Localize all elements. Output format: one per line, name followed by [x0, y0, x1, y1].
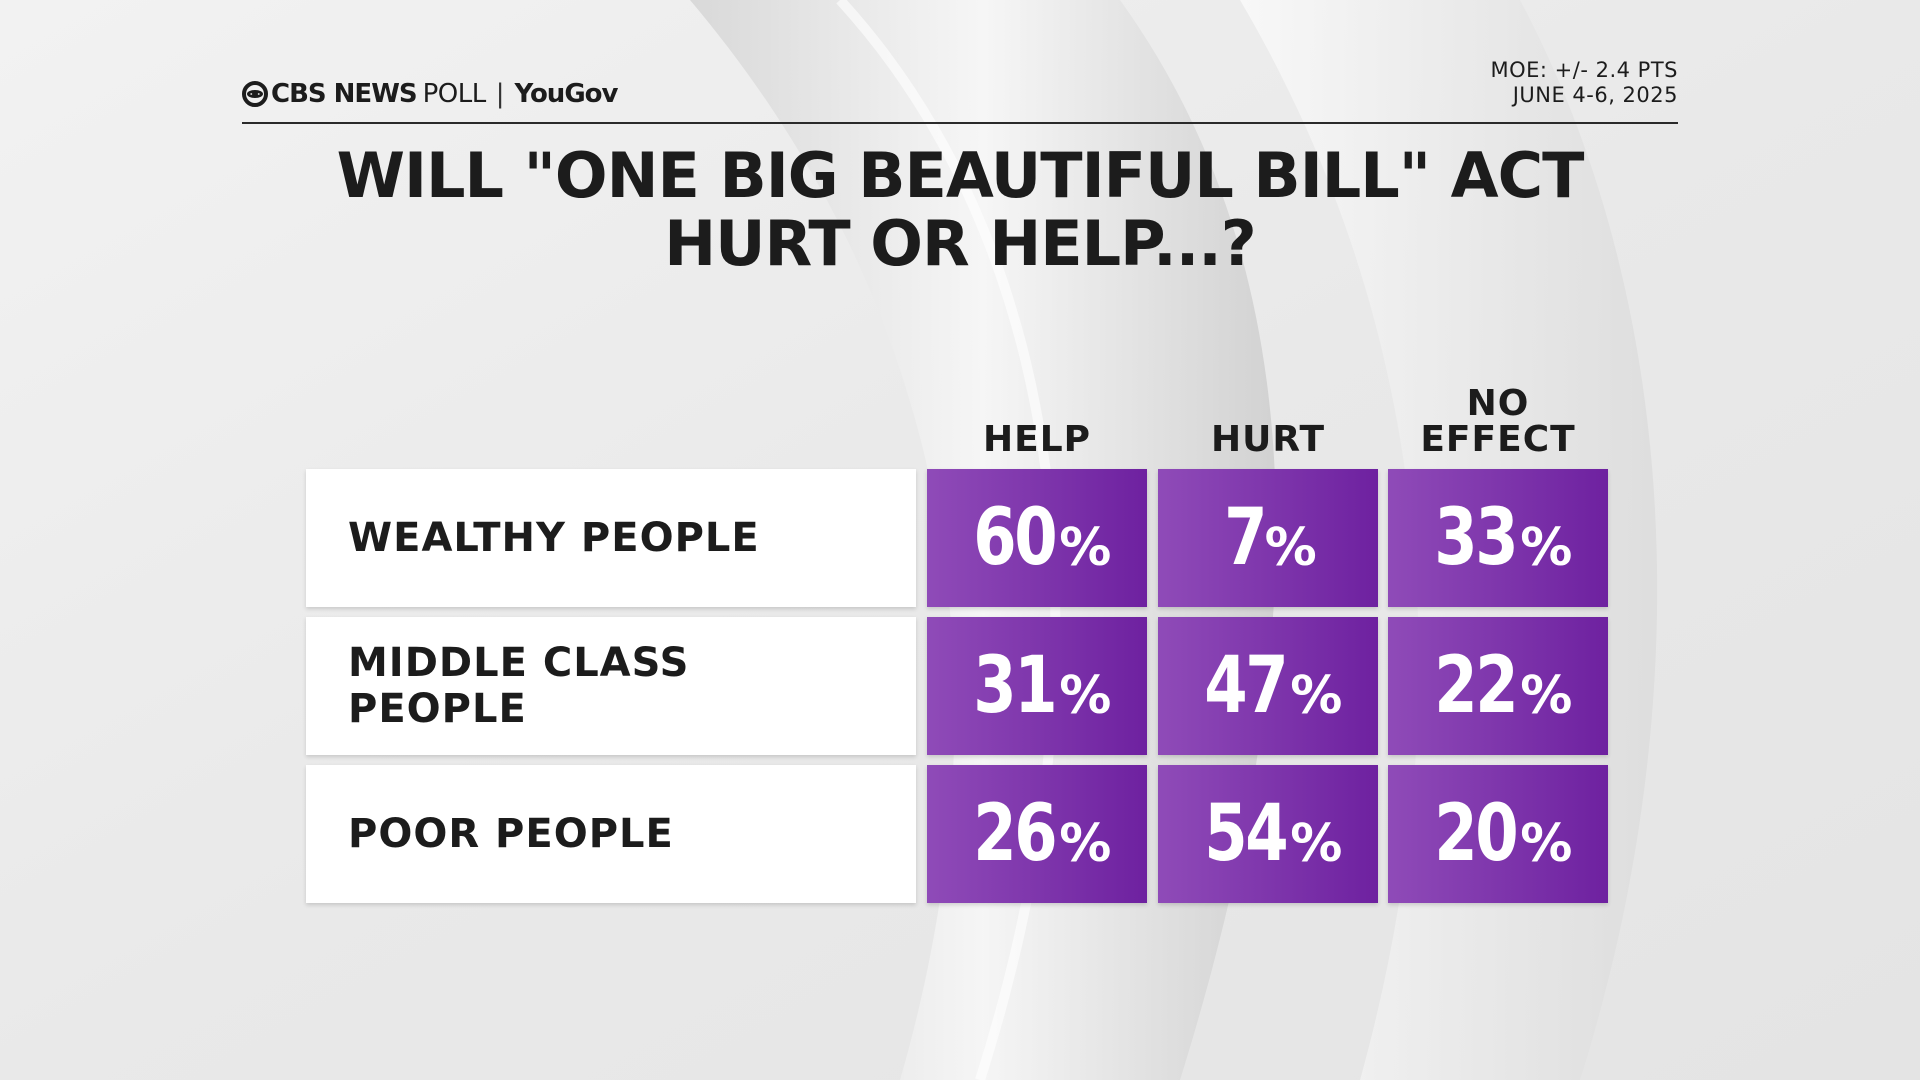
- poll-meta: MOE: +/- 2.4 PTS JUNE 4-6, 2025: [1378, 58, 1678, 108]
- value-cell-no-effect: 20%: [1388, 765, 1608, 903]
- value-number: 22: [1433, 641, 1518, 731]
- value-number: 31: [972, 641, 1057, 731]
- brand-poll: POLL: [422, 79, 487, 109]
- chart-title: WILL "ONE BIG BEAUTIFUL BILL" ACT HURT O…: [160, 142, 1760, 278]
- percent-sign: %: [1059, 518, 1112, 578]
- column-header-hurt: HURT: [1158, 380, 1378, 458]
- value-cell-help: 60%: [927, 469, 1147, 607]
- value-number: 54: [1203, 789, 1288, 879]
- title-line-1: WILL "ONE BIG BEAUTIFUL BILL" ACT: [336, 139, 1585, 212]
- value-number: 47: [1203, 641, 1288, 731]
- row-label-line: WEALTHY PEOPLE: [348, 515, 760, 561]
- percent-sign: %: [1520, 814, 1573, 874]
- value-number: 26: [972, 789, 1057, 879]
- moe-text: MOE: +/- 2.4 PTS: [1490, 58, 1678, 82]
- row-label: POOR PEOPLE: [306, 765, 916, 903]
- value-cell-help: 26%: [927, 765, 1147, 903]
- cbs-eye-icon: [242, 81, 268, 107]
- brand-cbs: CBS NEWS: [271, 79, 418, 109]
- brand-partner: YouGov: [514, 79, 619, 109]
- column-header-line: EFFECT: [1420, 419, 1576, 460]
- column-header-line: HURT: [1210, 419, 1326, 460]
- brand-separator: |: [495, 79, 505, 109]
- row-label-line: POOR PEOPLE: [348, 811, 674, 857]
- percent-sign: %: [1059, 814, 1112, 874]
- value-cell-hurt: 47%: [1158, 617, 1378, 755]
- percent-sign: %: [1264, 518, 1317, 578]
- percent-sign: %: [1290, 666, 1343, 726]
- value-cell-help: 31%: [927, 617, 1147, 755]
- column-header-line: NO: [1466, 383, 1530, 424]
- value-number: 60: [972, 493, 1057, 583]
- value-cell-hurt: 54%: [1158, 765, 1378, 903]
- value-number: 33: [1433, 493, 1518, 583]
- value-cell-no-effect: 22%: [1388, 617, 1608, 755]
- value-number: 7: [1224, 493, 1267, 583]
- percent-sign: %: [1290, 814, 1343, 874]
- dates-text: JUNE 4-6, 2025: [1512, 83, 1678, 107]
- brand-logo: CBS NEWS POLL | YouGov: [242, 76, 619, 112]
- column-header-help: HELP: [927, 380, 1147, 458]
- column-header-line: HELP: [982, 419, 1092, 460]
- percent-sign: %: [1520, 518, 1573, 578]
- title-line-2: HURT OR HELP...?: [664, 207, 1257, 280]
- row-label-line: MIDDLE CLASS: [348, 640, 690, 686]
- value-cell-hurt: 7%: [1158, 469, 1378, 607]
- column-header-no-effect: NO EFFECT: [1388, 380, 1608, 458]
- row-label-line: PEOPLE: [348, 686, 527, 732]
- value-number: 20: [1433, 789, 1518, 879]
- percent-sign: %: [1059, 666, 1112, 726]
- percent-sign: %: [1520, 666, 1573, 726]
- row-label: MIDDLE CLASS PEOPLE: [306, 617, 916, 755]
- row-label: WEALTHY PEOPLE: [306, 469, 916, 607]
- header-divider: [242, 122, 1678, 124]
- value-cell-no-effect: 33%: [1388, 469, 1608, 607]
